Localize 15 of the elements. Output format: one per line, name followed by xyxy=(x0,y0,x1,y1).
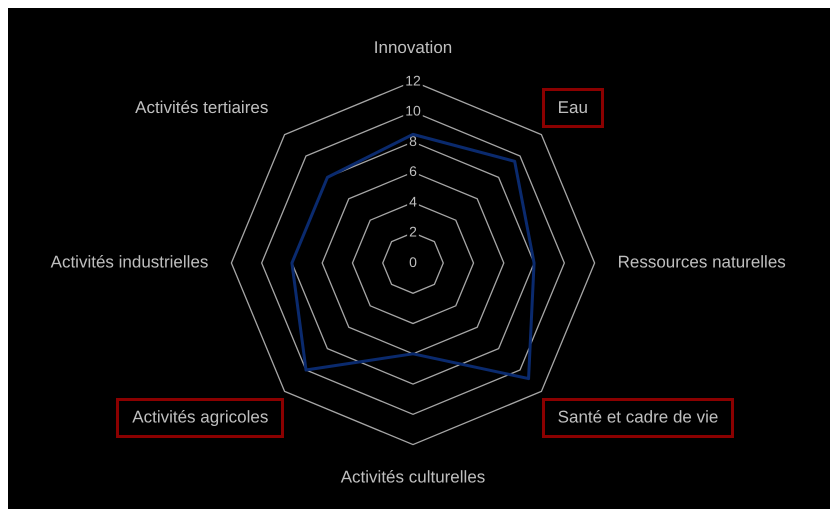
spoke-label: Activités agricoles xyxy=(132,408,268,427)
spoke-label: Santé et cadre de vie xyxy=(558,408,718,427)
spoke-label: Activités culturelles xyxy=(340,467,486,486)
y-tick-label: 6 xyxy=(409,163,418,180)
spoke-label: Eau xyxy=(558,98,588,117)
spoke-label: Activités industrielles xyxy=(50,252,208,272)
spoke-label: Ressources naturelles xyxy=(618,252,786,272)
y-tick-label: 0 xyxy=(409,254,418,270)
y-tick-label: 10 xyxy=(405,102,421,119)
y-tick-label: 4 xyxy=(409,193,418,210)
y-tick-label: 8 xyxy=(409,132,418,149)
y-tick-label: 12 xyxy=(405,72,421,88)
spoke-label: Activités tertiaires xyxy=(135,98,268,117)
spoke-label: Innovation xyxy=(374,38,452,57)
y-tick-label: 2 xyxy=(409,224,418,240)
